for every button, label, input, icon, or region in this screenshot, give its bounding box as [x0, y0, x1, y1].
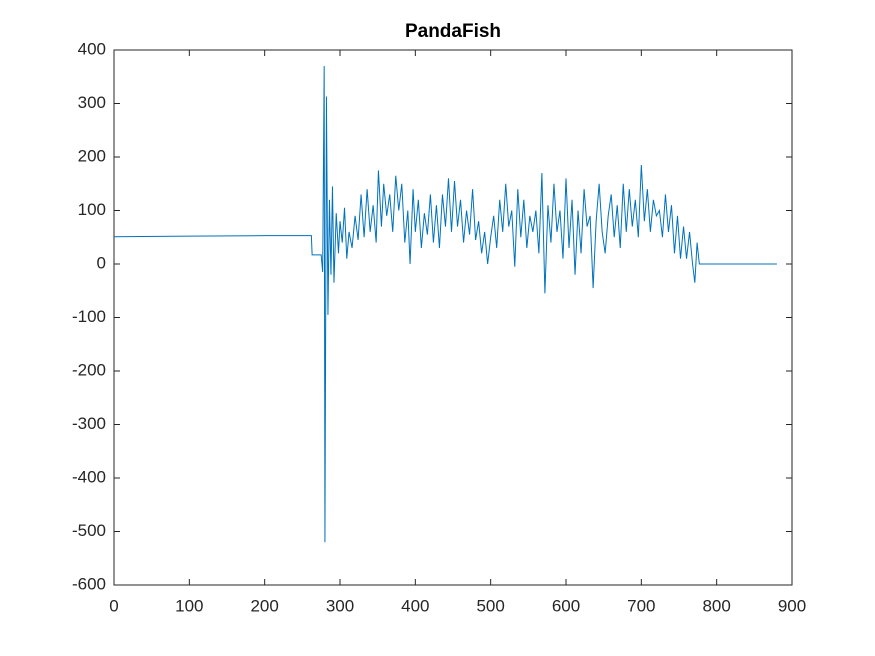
- y-tick-label: 200: [78, 146, 106, 165]
- y-tick-label: -100: [72, 307, 106, 326]
- y-tick-label: 0: [97, 253, 106, 272]
- y-tick-label: -400: [72, 467, 106, 486]
- x-tick-label: 0: [109, 596, 118, 615]
- x-tick-label: 500: [476, 596, 504, 615]
- data-line: [113, 66, 777, 543]
- x-tick-label: 200: [250, 596, 278, 615]
- y-tick-label: 100: [78, 200, 106, 219]
- y-tick-label: 400: [78, 39, 106, 58]
- y-tick-label: 300: [78, 93, 106, 112]
- chart-title: PandaFish: [405, 21, 501, 42]
- x-tick-label: 900: [778, 596, 806, 615]
- x-tick-label: 700: [627, 596, 655, 615]
- x-tick-label: 800: [702, 596, 730, 615]
- y-tick-label: -600: [72, 574, 106, 593]
- x-tick-label: 300: [326, 596, 354, 615]
- y-tick-label: -500: [72, 521, 106, 540]
- y-tick-label: -300: [72, 414, 106, 433]
- x-tick-label: 100: [175, 596, 203, 615]
- y-tick-label: -200: [72, 360, 106, 379]
- x-tick-label: 600: [552, 596, 580, 615]
- x-tick-label: 400: [401, 596, 429, 615]
